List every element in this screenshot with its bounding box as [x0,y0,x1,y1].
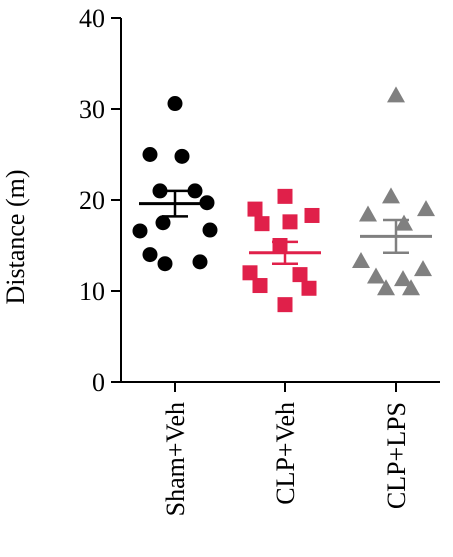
data-point [174,148,190,164]
data-point [152,183,168,199]
data-point [277,297,293,313]
y-axis: 0 10 20 30 40 [79,4,122,397]
data-point [242,265,258,281]
data-point [167,96,183,112]
data-point [187,183,203,199]
data-point [359,205,377,222]
y-tick-label: 0 [92,368,105,397]
plot-marks [132,86,435,313]
data-point [394,270,412,287]
data-point [142,147,158,162]
data-point [132,223,148,239]
y-tick-label: 40 [79,4,105,33]
data-point [192,254,208,270]
data-point [352,251,370,268]
data-point [277,188,293,204]
data-point [414,260,432,277]
y-axis-label: Distance (m) [1,169,30,304]
data-point [157,256,173,272]
data-point [402,279,420,296]
data-point [301,280,317,296]
data-point [155,215,171,231]
data-point [395,214,413,231]
y-tick-label: 20 [79,186,105,215]
data-point [382,187,400,204]
data-point [202,222,218,238]
x-axis: Sham+Veh CLP+Veh CLP+LPS [121,381,440,516]
data-point [292,267,308,283]
category-label: CLP+LPS [382,402,411,509]
data-point [367,267,385,284]
data-point [377,279,395,296]
category-label: Sham+Veh [161,402,190,516]
data-point [254,216,270,232]
data-point [387,86,405,103]
data-point [282,214,298,230]
data-point [142,247,158,263]
data-point [272,238,288,253]
data-point [199,195,215,211]
y-tick-label: 30 [79,95,105,124]
data-point [417,200,435,217]
y-tick-label: 10 [79,277,105,306]
category-label: CLP+Veh [271,402,300,505]
data-point [304,207,320,223]
data-point [247,201,263,217]
data-point [252,278,268,294]
